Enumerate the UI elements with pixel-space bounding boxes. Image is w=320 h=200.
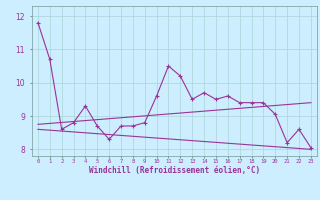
X-axis label: Windchill (Refroidissement éolien,°C): Windchill (Refroidissement éolien,°C) xyxy=(89,166,260,175)
